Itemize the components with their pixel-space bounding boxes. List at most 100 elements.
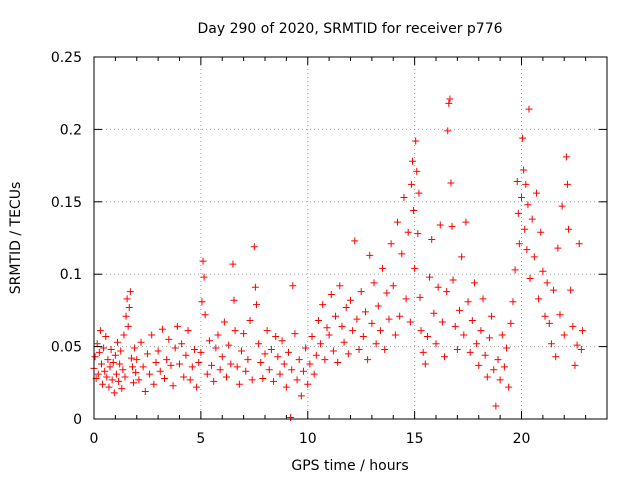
data-point [165,335,173,343]
data-point [370,279,378,287]
data-point [522,180,530,188]
y-tick-label: 0.15 [51,195,82,211]
data-point [458,253,466,261]
data-point [436,221,444,229]
data-point [237,347,245,355]
data-point [116,360,124,368]
data-point [195,359,203,367]
y-tick-label: 0.1 [60,267,82,283]
data-point [376,327,384,335]
y-tick-label: 0 [73,412,82,428]
data-point [143,350,151,358]
data-point [361,308,369,316]
data-point [578,327,586,335]
data-point [218,353,226,361]
data-point [524,201,532,209]
data-point [95,348,103,356]
data-point [169,382,177,390]
data-point [366,251,374,259]
data-point [117,347,125,355]
data-point [259,374,267,382]
data-point [184,327,192,335]
data-point [293,376,301,384]
data-point [240,330,248,338]
data-point [276,370,284,378]
data-point [351,237,359,245]
data-point [91,353,99,361]
data-point [291,330,299,338]
data-point [246,317,254,325]
data-point [558,202,566,210]
data-point [150,380,158,388]
data-point [190,345,198,353]
data-point [411,264,419,272]
data-point [125,304,133,312]
data-point [233,363,241,371]
data-point [167,361,175,369]
data-point [302,344,310,352]
data-point [251,283,259,291]
data-point [122,312,130,320]
data-point [372,340,380,348]
data-point [111,351,119,359]
data-point [135,376,143,384]
data-point [123,295,131,303]
data-point [274,353,282,361]
data-point [227,360,235,368]
data-point [509,298,517,306]
data-point [282,383,290,391]
data-point [421,360,429,368]
data-point [445,99,453,107]
data-point [353,315,361,323]
data-point [338,322,346,330]
data-point [344,350,352,358]
data-point [381,345,389,353]
data-point [428,235,436,243]
data-point [567,286,575,294]
data-point [101,367,109,375]
data-point [359,332,367,340]
data-point [575,240,583,248]
data-point [244,356,252,364]
x-axis-label: GPS time / hours [291,458,408,474]
data-point [173,322,181,330]
data-point [106,363,114,371]
data-point [229,260,237,268]
data-point [216,366,224,374]
data-point [503,344,511,352]
data-point [565,225,573,233]
data-point [490,366,498,374]
data-point [357,288,365,296]
data-point [541,312,549,320]
data-point [146,370,154,378]
data-point [242,367,250,375]
data-point [569,322,577,330]
data-point [252,301,260,309]
data-point [208,361,216,369]
data-point [391,331,399,339]
data-point [389,282,397,290]
data-point [304,380,312,388]
data-point [417,327,425,335]
data-point [479,295,487,303]
axis-ticks: 0 5 10 15 20 0 0.05 0.1 0.15 0.2 0.25 [51,50,607,447]
data-point [434,283,442,291]
data-point [496,376,504,384]
data-point [203,370,211,378]
data-point [374,302,382,310]
data-point [347,296,354,304]
data-point [114,338,122,346]
data-point [446,95,454,103]
data-point [178,340,186,348]
data-point [398,250,406,258]
data-point [414,230,422,238]
data-point [444,127,452,135]
data-point [562,153,570,161]
data-point [475,361,483,369]
data-point [201,311,209,319]
data-point [199,257,207,265]
data-point [230,296,238,304]
data-point [550,286,558,294]
data-point [231,327,239,335]
y-axis-label: SRMTID / TECUs [8,182,24,295]
